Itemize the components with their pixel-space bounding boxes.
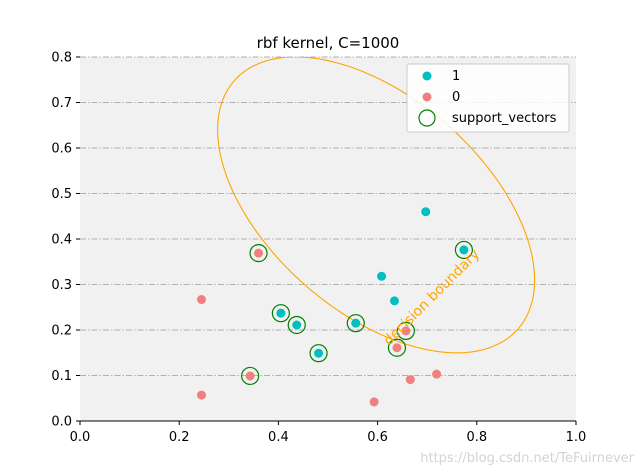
support-vector-markers (241, 240, 474, 386)
gridlines (80, 56, 576, 376)
data-point-class-0 (432, 369, 442, 379)
support-vector-ring (241, 366, 260, 386)
legend-box (406, 63, 570, 133)
data-point-class-1 (389, 296, 399, 306)
y-tick-label: 0.8 (51, 51, 72, 66)
legend-marker-1 (422, 71, 432, 81)
legend-label-1: 1 (452, 69, 460, 84)
data-point-class-1 (292, 320, 302, 330)
data-point-class-1 (459, 245, 469, 255)
data-points (197, 207, 469, 407)
support-vector-ring (396, 321, 415, 341)
support-vector-ring (454, 240, 474, 260)
x-tick-label: 0.6 (367, 430, 388, 445)
x-tick-label: 0.2 (169, 430, 190, 445)
data-point-class-0 (369, 397, 379, 407)
x-tick-label: 0.8 (466, 430, 487, 445)
support-vector-ring (287, 315, 306, 335)
y-tick-label: 0.1 (51, 369, 72, 384)
y-tick-label: 0.6 (51, 142, 72, 157)
data-point-class-0 (392, 343, 402, 353)
legend: 1 0 support_vectors (406, 63, 570, 133)
support-vector-ring (249, 244, 268, 263)
x-tick-label: 0.0 (70, 430, 91, 445)
support-vector-ring (346, 314, 365, 333)
data-point-class-0 (197, 295, 207, 305)
data-point-class-1 (421, 207, 431, 217)
decision-boundary-curve (217, 57, 536, 354)
legend-label-support-vectors: support_vectors (452, 111, 557, 126)
y-axis-ticks: 0.0 0.1 0.2 0.3 0.4 0.5 0.6 0.7 0.8 (51, 51, 80, 430)
data-point-class-1 (377, 271, 387, 281)
legend-marker-0 (422, 92, 432, 102)
y-tick-label: 0.3 (51, 278, 72, 293)
data-point-class-0 (405, 375, 415, 385)
data-point-class-1 (351, 318, 361, 328)
data-point-class-1 (276, 308, 286, 318)
data-point-class-0 (254, 248, 264, 258)
y-tick-label: 0.5 (51, 187, 72, 202)
support-vector-ring (309, 344, 328, 363)
watermark: https://blog.csdn.net/TeFuirnever (420, 451, 634, 466)
y-tick-label: 0.4 (51, 233, 72, 248)
y-tick-label: 0.7 (51, 96, 72, 111)
support-vector-ring (387, 338, 407, 357)
legend-marker-support-vectors (418, 109, 436, 127)
data-point-class-1 (314, 348, 324, 358)
data-point-class-0 (401, 326, 411, 336)
chart-title: rbf kernel, C=1000 (257, 34, 400, 52)
x-tick-label: 1.0 (566, 430, 587, 445)
decision-boundary (217, 57, 536, 354)
y-tick-label: 0.0 (51, 415, 72, 430)
support-vector-ring (271, 304, 290, 323)
legend-label-0: 0 (452, 90, 460, 105)
x-tick-label: 0.4 (268, 430, 289, 445)
data-point-class-0 (245, 371, 255, 381)
x-axis-ticks: 0.0 0.2 0.4 0.6 0.8 1.0 (70, 421, 587, 445)
data-point-class-0 (197, 390, 207, 400)
y-tick-label: 0.2 (51, 324, 72, 339)
